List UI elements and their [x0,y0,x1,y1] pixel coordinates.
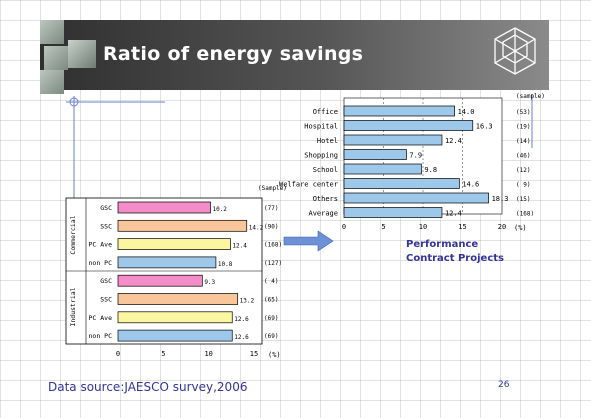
left-value-label: 10.2 [212,206,227,213]
right-category-label: Welfare center [279,181,338,189]
right-sample-count: (19) [516,124,530,131]
left-value-label: 13.2 [240,298,255,305]
right-category-label: Average [308,210,338,218]
left-x-tick: 15 [250,350,258,358]
right-bar [343,207,443,218]
left-sample-count: (69) [264,315,278,322]
left-x-tick: 10 [204,350,212,358]
right-bar [343,105,455,117]
right-arrow-icon [283,230,334,252]
left-value-label: 12.4 [232,243,247,250]
right-category-label: Hospital [304,123,338,131]
left-x-unit: (%) [268,351,281,359]
right-sample-count: (168) [516,211,534,218]
right-bar [343,163,422,175]
right-bar [343,120,474,131]
slide-title: Ratio of energy savings [103,43,364,65]
group-label-commercial: Commercial [69,215,77,254]
right-category-label: Office [313,108,338,116]
left-category-label: PC Ave [89,241,113,249]
left-category-label: GSC [100,204,112,212]
left-category-label: SSC [100,296,112,304]
right-value-label: 9.8 [424,166,437,174]
group-label-industrial: Industrial [69,287,77,326]
seagull-photo-bottom [40,70,64,94]
annotation-line-2: Contract Projects [406,253,504,264]
right-bar [343,149,407,160]
right-category-label: Hotel [317,137,338,145]
right-x-tick: 10 [419,223,427,231]
seagull-photo-large [68,40,96,68]
right-category-label: School [313,166,338,174]
right-value-label: 7.9 [409,152,422,160]
right-sample-count: (46) [516,153,530,160]
left-category-label: non PC [89,259,113,267]
left-samples-header: (Sample) [258,185,287,192]
right-x-tick: 15 [458,223,466,231]
left-value-label: 14.2 [249,224,264,231]
right-x-tick: 5 [381,223,385,231]
data-source: Data source:JAESCO survey,2006 [48,380,248,394]
right-sample-count: (53) [516,109,530,116]
left-value-label: 12.6 [234,316,249,323]
right-bar [343,192,489,204]
left-sample-count: (168) [264,242,282,249]
left-bar [117,238,231,250]
left-x-tick: 5 [161,350,165,358]
right-bar [343,134,443,146]
left-value-label: 9.3 [204,279,215,286]
seagull-photo-top [40,20,64,44]
left-category-label: GSC [100,277,112,285]
right-value-label: 16.3 [476,123,493,131]
right-category-label: Shopping [304,152,338,160]
right-sample-count: (12) [516,167,530,174]
left-x-tick: 0 [116,350,120,358]
seagull-photo-middle [44,46,68,70]
right-sample-count: ( 9) [516,182,530,189]
left-bar [117,311,233,324]
right-x-tick: 0 [342,223,346,231]
right-value-label: 12.4 [445,210,462,218]
left-bar [117,256,217,269]
right-value-label: 18.3 [492,195,509,203]
connector-lines [66,94,533,198]
right-x-unit: (%) [514,224,527,232]
page-number: 26 [498,380,510,390]
right-bar [343,178,460,189]
left-value-label: 10.8 [218,261,233,268]
left-sample-count: ( 4) [264,278,278,285]
left-sample-count: (69) [264,333,278,340]
right-sample-count: (14) [516,138,530,145]
left-bar [117,219,248,232]
right-x-tick: 20 [498,223,506,231]
left-category-label: SSC [100,222,112,230]
left-sample-count: (65) [264,297,278,304]
annotation-line-1: Performance [406,239,479,250]
left-bar [117,329,233,342]
left-sample-count: (77) [264,205,278,212]
right-value-label: 14.6 [462,181,479,189]
title-banner [40,20,549,90]
left-category-label: PC Ave [89,314,113,322]
right-samples-header: (sample) [516,93,545,100]
performance-annotation: Performance Contract Projects [406,238,504,266]
left-category-label: non PC [89,332,113,340]
left-bar [117,201,211,214]
left-value-label: 12.6 [234,334,249,341]
left-bar [117,274,203,287]
hexagon-logo-icon [494,27,536,75]
left-sample-count: (127) [264,260,282,267]
right-category-label: Others [313,195,338,203]
left-bar [117,293,239,305]
right-sample-count: (15) [516,196,530,203]
right-value-label: 12.4 [445,137,462,145]
right-value-label: 14.0 [458,108,475,116]
left-sample-count: (90) [264,223,278,230]
